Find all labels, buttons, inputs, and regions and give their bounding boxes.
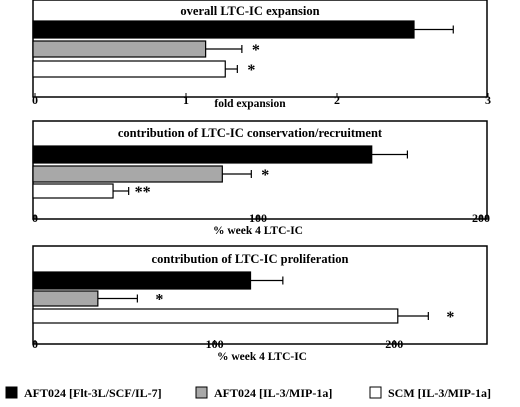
bar — [32, 290, 99, 307]
legend: AFT024 [Flt-3L/SCF/IL-7] AFT024 [IL-3/MI… — [5, 386, 491, 400]
bar — [32, 271, 252, 290]
x-axis-label: % week 4 LTC-IC — [213, 225, 303, 237]
tick-label: 100 — [249, 211, 267, 225]
bar — [32, 165, 223, 183]
bar — [32, 60, 226, 78]
bar — [32, 183, 114, 199]
bar — [32, 40, 207, 58]
legend-swatch-scm — [369, 386, 382, 399]
tick-label: 200 — [385, 337, 403, 351]
tick-label: 1 — [183, 93, 189, 107]
bar — [32, 145, 373, 164]
x-axis-label: fold expansion — [214, 98, 286, 110]
panel-3: contribution of LTC-IC proliferation * * 0 1… — [32, 245, 488, 363]
tick-label: 2 — [334, 93, 340, 107]
significance-marker: * — [247, 62, 255, 79]
tick-label: 0 — [32, 337, 38, 351]
tick-label: 100 — [206, 337, 224, 351]
significance-marker: * — [446, 309, 454, 326]
legend-label-il3-aft: AFT024 [IL-3/MIP-1a] — [214, 386, 332, 400]
significance-marker: ** — [135, 184, 151, 201]
significance-marker: * — [261, 167, 269, 184]
significance-marker: * — [252, 42, 260, 59]
legend-swatch-flt3l — [5, 386, 18, 399]
tick-label: 0 — [32, 93, 38, 107]
panel-title: contribution of LTC-IC proliferation — [152, 252, 349, 266]
legend-swatch-il3-aft — [195, 386, 208, 399]
tick-label: 200 — [472, 211, 490, 225]
legend-label-scm: SCM [IL-3/MIP-1a] — [388, 386, 491, 400]
tick-label: 0 — [32, 211, 38, 225]
panel-title: overall LTC-IC expansion — [180, 4, 319, 18]
panel-2: contribution of LTC-IC conservation/recr… — [32, 120, 490, 237]
legend-label-flt3l: AFT024 [Flt-3L/SCF/IL-7] — [24, 386, 162, 400]
significance-marker: * — [155, 292, 163, 309]
bar — [32, 308, 399, 324]
tick-label: 3 — [485, 93, 491, 107]
panel-title: contribution of LTC-IC conservation/recr… — [118, 126, 383, 140]
x-axis-label: % week 4 LTC-IC — [217, 351, 307, 363]
panel-1: overall LTC-IC expansion * * 0 1 2 3 fold expan… — [32, 0, 491, 110]
bar — [32, 20, 415, 39]
